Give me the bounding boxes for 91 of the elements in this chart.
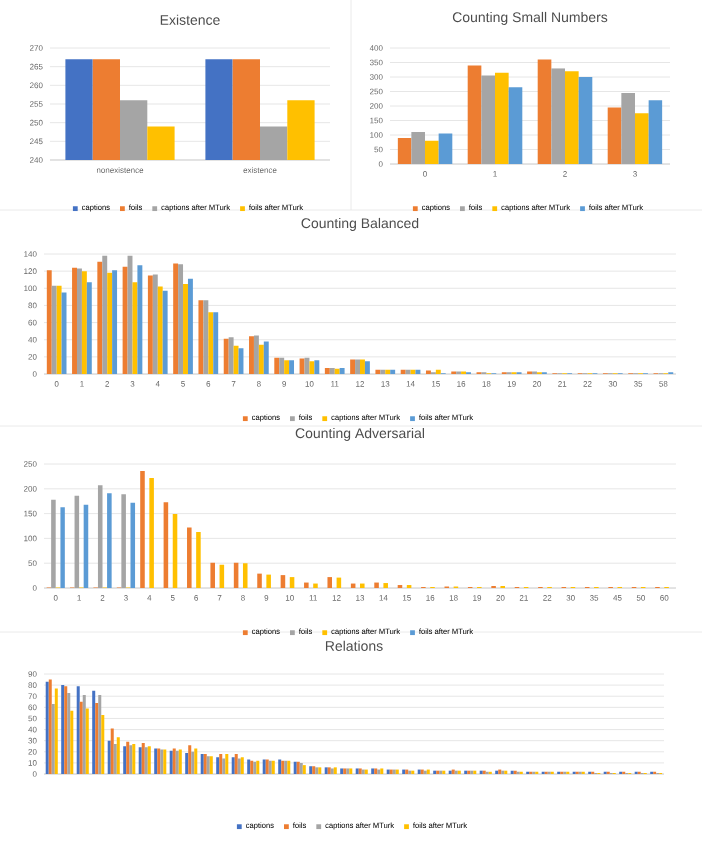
bar [425, 140, 439, 164]
bar [173, 263, 179, 375]
bar [313, 583, 318, 589]
bar [208, 312, 214, 375]
bar [304, 582, 309, 589]
bar [112, 270, 118, 375]
bar [383, 583, 388, 589]
bar [187, 278, 193, 375]
bar [537, 59, 552, 164]
bar [157, 286, 163, 375]
bar [284, 360, 290, 375]
bar [107, 272, 113, 375]
bar [56, 285, 62, 375]
bar [411, 132, 425, 164]
bar [565, 71, 579, 164]
bar [263, 341, 269, 375]
bar [213, 312, 219, 375]
bar [132, 282, 138, 375]
bar [400, 369, 406, 375]
bar [51, 499, 56, 589]
bar [97, 485, 103, 589]
bar [223, 338, 229, 375]
bar [279, 357, 285, 375]
bar [355, 359, 360, 375]
bar [648, 100, 663, 164]
bar [97, 261, 103, 375]
bar [249, 336, 254, 375]
bar [203, 300, 209, 375]
bar [360, 583, 365, 589]
bar [76, 268, 82, 375]
bar [178, 264, 184, 375]
bar [257, 573, 262, 589]
bar [309, 361, 315, 375]
bar [578, 77, 593, 164]
bar [481, 75, 495, 164]
bar [233, 345, 239, 375]
bar [183, 284, 188, 375]
bar [152, 274, 158, 375]
bar [289, 360, 295, 375]
bar [107, 493, 112, 589]
bar [551, 68, 565, 164]
bar [210, 562, 215, 589]
bar [137, 265, 143, 375]
bar [140, 470, 145, 589]
bar [46, 270, 52, 375]
bar [162, 290, 168, 375]
bar [635, 113, 649, 164]
bar [390, 369, 396, 375]
bar [324, 368, 330, 375]
bar [130, 502, 136, 589]
bar [81, 271, 87, 375]
bar [299, 358, 305, 375]
bar [121, 494, 126, 589]
bar [266, 574, 271, 589]
bar [102, 255, 108, 375]
bar [405, 369, 411, 375]
bar [397, 137, 412, 164]
bar [495, 72, 509, 164]
bar [607, 107, 622, 164]
bar [350, 359, 356, 375]
bar [196, 531, 201, 589]
bar [375, 369, 381, 375]
bar [122, 266, 128, 375]
bar [274, 357, 280, 375]
bar [380, 369, 386, 375]
bar [334, 368, 340, 375]
bar [253, 335, 259, 375]
bar [187, 527, 192, 589]
bar [72, 267, 77, 375]
bar [415, 369, 421, 375]
bar [385, 369, 391, 375]
bar [51, 285, 57, 375]
bar [467, 65, 482, 164]
bar [621, 92, 635, 164]
bar [198, 300, 204, 375]
bar [329, 368, 335, 375]
bar [374, 582, 379, 589]
bar [242, 563, 248, 589]
bar [435, 369, 441, 375]
bar [364, 361, 370, 375]
bar [149, 477, 154, 589]
bar [147, 275, 153, 375]
bar [360, 359, 365, 375]
bar [258, 344, 264, 375]
bar [327, 577, 333, 589]
bar [314, 360, 320, 375]
bar [86, 282, 92, 375]
bar [508, 87, 523, 164]
bar [339, 368, 345, 375]
bar [438, 133, 453, 164]
bar [228, 337, 234, 375]
